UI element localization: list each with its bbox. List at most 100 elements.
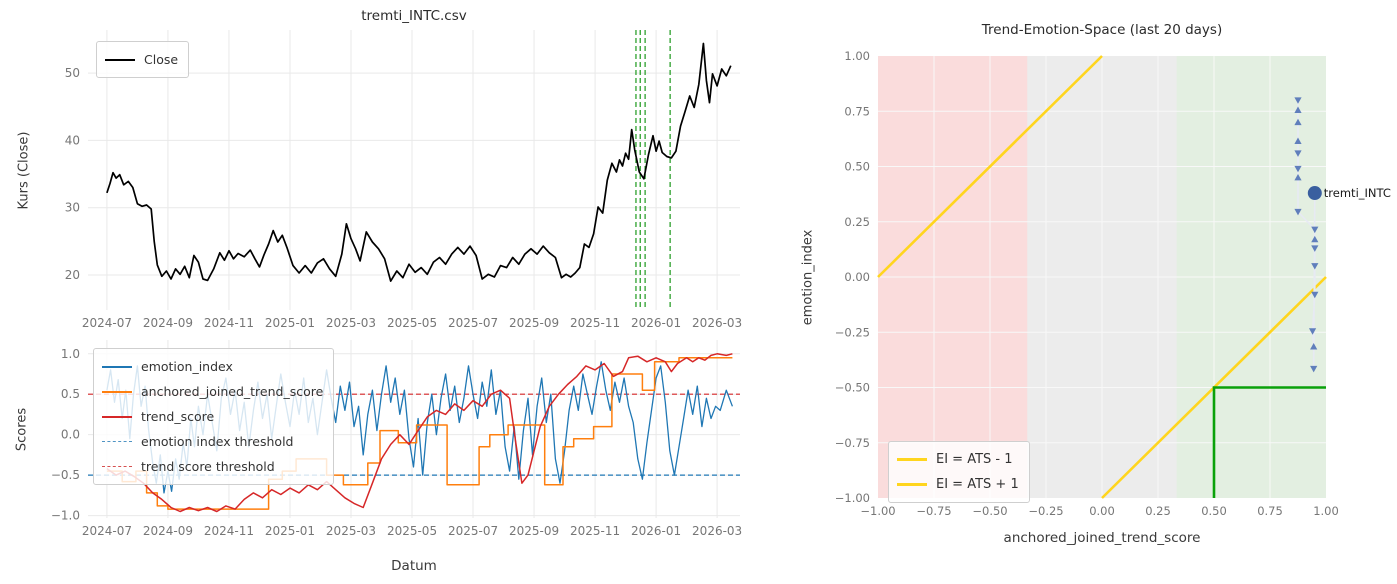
svg-text:2025-01: 2025-01 <box>265 524 315 538</box>
trajectory-marker-down <box>1311 245 1319 252</box>
space-legend: EI = ATS - 1 EI = ATS + 1 <box>888 441 1030 503</box>
svg-text:0.50: 0.50 <box>1201 504 1227 518</box>
x-tick-labels: 2024-07 2024-09 2024-11 2025-01 2025-03 2025-… <box>82 316 742 330</box>
svg-text:2025-11: 2025-11 <box>570 316 620 330</box>
svg-text:2025-07: 2025-07 <box>448 316 498 330</box>
trajectory-marker-down <box>1294 97 1302 104</box>
svg-text:2026-03: 2026-03 <box>692 524 742 538</box>
svg-text:2025-09: 2025-09 <box>509 524 559 538</box>
price-chart-title: tremti_INTC.csv <box>361 8 467 24</box>
trajectory-marker-down <box>1294 165 1302 173</box>
svg-text:0.5: 0.5 <box>61 387 80 401</box>
svg-text:2026-01: 2026-01 <box>631 524 681 538</box>
svg-text:1.00: 1.00 <box>844 49 870 63</box>
svg-text:2024-11: 2024-11 <box>204 524 254 538</box>
svg-text:2025-05: 2025-05 <box>387 316 437 330</box>
scores-legend: emotion_index anchored_joined_trend_scor… <box>93 348 335 485</box>
svg-text:2025-09: 2025-09 <box>509 316 559 330</box>
legend-item-emotion-threshold: emotion index threshold <box>102 429 323 454</box>
ei-ats-minus-line-sample <box>897 458 927 461</box>
trajectory-marker-down <box>1310 365 1318 373</box>
trajectory-marker-down <box>1311 263 1319 270</box>
svg-text:2025-07: 2025-07 <box>448 524 498 538</box>
scores-xlabel: Datum <box>391 558 437 574</box>
svg-text:2024-09: 2024-09 <box>143 524 193 538</box>
space-xlabel: anchored_joined_trend_score <box>1003 530 1201 546</box>
svg-text:−0.75: −0.75 <box>916 504 951 518</box>
trend-threshold-line-sample <box>102 466 132 467</box>
series-Close <box>106 42 732 282</box>
series-trend_score <box>106 353 733 513</box>
svg-text:0.0: 0.0 <box>61 428 80 442</box>
svg-text:0.50: 0.50 <box>844 160 870 174</box>
svg-text:0.75: 0.75 <box>1257 504 1283 518</box>
space-chart-svg: tremti_INTC −1.00 −0.75 −0.50 −0.25 0.00 0.25 0… <box>835 49 1391 518</box>
threshold-box <box>1212 386 1326 498</box>
svg-text:−0.25: −0.25 <box>835 325 870 339</box>
emotion-threshold-line-sample <box>102 441 132 442</box>
svg-text:0.25: 0.25 <box>1145 504 1171 518</box>
current-point <box>1307 186 1322 201</box>
emotion-index-line-sample <box>102 365 132 368</box>
svg-text:50: 50 <box>65 66 80 80</box>
legend-item-ei-ats-plus-1: EI = ATS + 1 <box>897 472 1019 497</box>
space-chart-title: Trend-Emotion-Space (last 20 days) <box>981 22 1223 38</box>
trajectory-marker-up <box>1294 118 1302 126</box>
svg-text:20: 20 <box>65 268 80 282</box>
svg-text:0.75: 0.75 <box>844 104 870 118</box>
x-tick-labels: −1.00 −0.75 −0.50 −0.25 0.00 0.25 0.50 0.75 1.00 <box>860 504 1338 518</box>
svg-text:0.00: 0.00 <box>1089 504 1115 518</box>
svg-text:40: 40 <box>65 133 80 147</box>
svg-text:2025-03: 2025-03 <box>326 524 376 538</box>
trajectory-marker-down <box>1311 226 1319 234</box>
svg-text:−1.00: −1.00 <box>835 491 870 505</box>
svg-text:2024-07: 2024-07 <box>82 524 132 538</box>
svg-text:2024-09: 2024-09 <box>143 316 193 330</box>
legend-item-close: Close <box>105 47 178 72</box>
svg-text:2026-01: 2026-01 <box>631 316 681 330</box>
svg-text:−0.50: −0.50 <box>972 504 1007 518</box>
x-tick-labels: 2024-07 2024-09 2024-11 2025-01 2025-03 2025-… <box>82 524 742 538</box>
svg-text:0.25: 0.25 <box>844 215 870 229</box>
legend-label: Close <box>144 52 179 67</box>
svg-text:1.0: 1.0 <box>61 347 80 361</box>
anchored-trend-line-sample <box>102 390 132 393</box>
svg-text:−1.00: −1.00 <box>860 504 895 518</box>
svg-text:2024-07: 2024-07 <box>82 316 132 330</box>
legend-item-emotion-index: emotion_index <box>102 354 323 379</box>
legend-item-anchored-joined-trend-score: anchored_joined_trend_score <box>102 379 323 404</box>
ei-ats-plus-line-sample <box>897 483 927 486</box>
trajectory-marker-up <box>1310 343 1318 350</box>
trajectory-marker-down <box>1294 208 1302 216</box>
trajectory-marker-down <box>1311 291 1319 299</box>
svg-text:2025-11: 2025-11 <box>570 524 620 538</box>
y-tick-labels: −1.00 −0.75 −0.50 −0.25 0.00 0.25 0.50 0.75 1.00 <box>835 49 870 505</box>
svg-text:−0.75: −0.75 <box>835 436 870 450</box>
svg-text:−0.25: −0.25 <box>1028 504 1063 518</box>
legend-item-trend-score: trend_score <box>102 404 323 429</box>
legend-item-ei-ats-minus-1: EI = ATS - 1 <box>897 447 1019 472</box>
y-tick-labels: 20 30 40 50 <box>65 66 80 282</box>
svg-text:30: 30 <box>65 201 80 215</box>
svg-text:2026-03: 2026-03 <box>692 316 742 330</box>
svg-text:2025-05: 2025-05 <box>387 524 437 538</box>
trajectory-marker-down <box>1294 150 1302 157</box>
trajectory-marker-up <box>1294 137 1302 144</box>
svg-text:2024-11: 2024-11 <box>204 316 254 330</box>
y-tick-labels: −1.0 −0.5 0.0 0.5 1.0 <box>51 347 80 523</box>
svg-text:−0.5: −0.5 <box>51 468 80 482</box>
trend-score-line-sample <box>102 415 132 418</box>
diagonal-line <box>877 55 1103 278</box>
price-legend: Close <box>96 41 190 78</box>
trajectory-marker-up <box>1294 173 1302 181</box>
current-point-label: tremti_INTC <box>1324 186 1391 200</box>
price-chart-svg: 2024-07 2024-09 2024-11 2025-01 2025-03 2025-… <box>65 30 742 330</box>
svg-text:0.00: 0.00 <box>844 270 870 284</box>
svg-text:2025-03: 2025-03 <box>326 316 376 330</box>
svg-text:1.00: 1.00 <box>1313 504 1339 518</box>
trajectory-marker-up <box>1311 235 1319 243</box>
svg-text:2025-01: 2025-01 <box>265 316 315 330</box>
svg-text:−1.0: −1.0 <box>51 509 80 523</box>
legend-item-trend-threshold: trend score threshold <box>102 454 323 479</box>
